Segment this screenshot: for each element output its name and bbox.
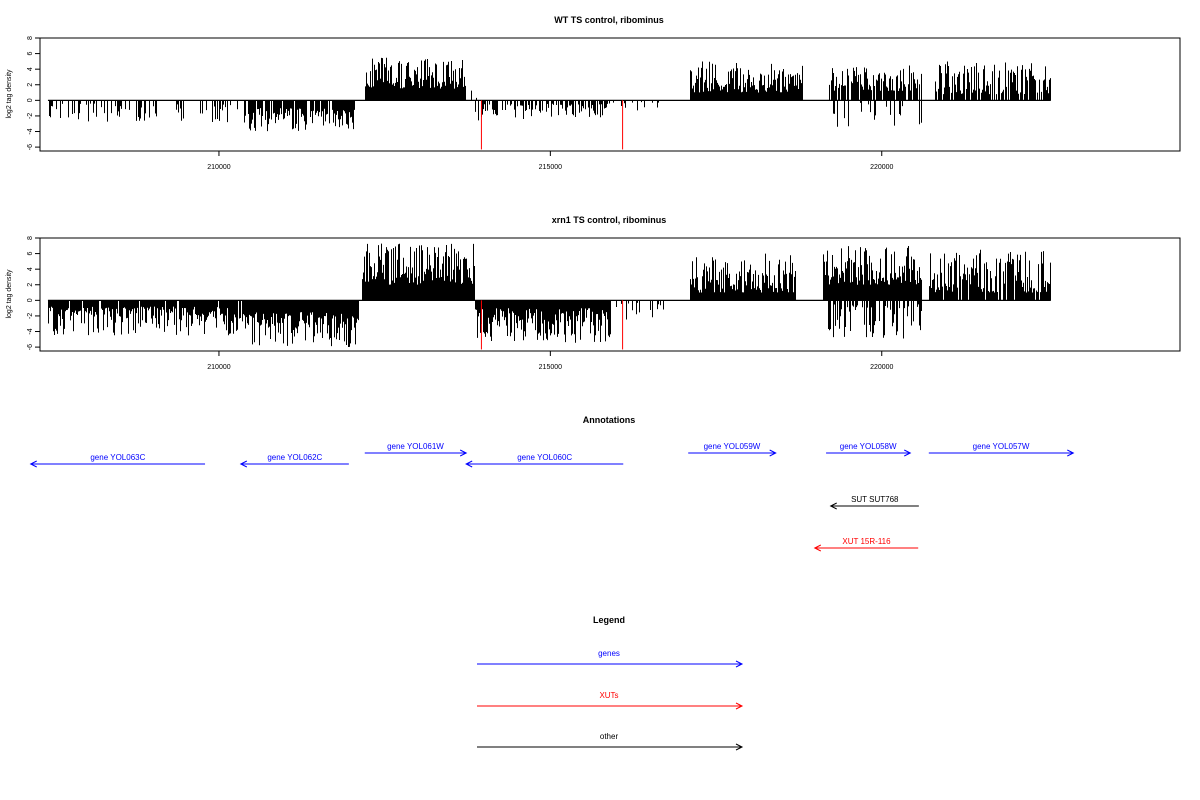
annotation-arrow: XUT 15R-116 xyxy=(813,537,919,552)
xrn1-track-marks xyxy=(47,243,1051,350)
legend-label: genes xyxy=(598,649,620,658)
y-tick-label: -6 xyxy=(27,144,34,150)
wt-track-axes: -6 -4 -2 0 2 4 6 8 210000 215000 220000 xyxy=(27,36,1181,171)
annotation-arrow: SUT SUT768 xyxy=(829,495,919,510)
xrn1-track-panel: xrn1 TS control, ribominus log2 tag dens… xyxy=(6,215,1181,371)
annotation-arrow: gene YOL060C xyxy=(465,453,624,468)
x-tick-label: 220000 xyxy=(870,164,893,171)
wt-track-panel: WT TS control, ribominus log2 tag densit… xyxy=(6,15,1181,171)
legend-title: Legend xyxy=(593,615,625,625)
arrow-head xyxy=(829,502,837,510)
annotation-label: XUT 15R-116 xyxy=(842,537,891,546)
arrow-head xyxy=(735,702,744,710)
xrn1-track-title: xrn1 TS control, ribominus xyxy=(552,215,667,225)
arrow-head xyxy=(769,449,777,457)
y-tick-label: 6 xyxy=(27,52,34,56)
y-tick-label: 0 xyxy=(27,298,34,302)
y-tick-label: -2 xyxy=(27,113,34,119)
x-tick-label: 210000 xyxy=(207,164,230,171)
arrow-head xyxy=(1067,449,1075,457)
y-tick-label: -6 xyxy=(27,344,34,350)
plot-frame xyxy=(39,237,1181,352)
annotation-label: SUT SUT768 xyxy=(851,495,899,504)
annotation-label: gene YOL063C xyxy=(90,453,145,462)
annotation-label: gene YOL062C xyxy=(267,453,322,462)
legend-panel: Legend genes XUTs other xyxy=(477,615,744,751)
wt-y-axis-label: log2 tag density xyxy=(6,69,13,119)
arrow-head xyxy=(29,460,37,468)
x-tick-label: 210000 xyxy=(207,364,230,371)
y-tick-label: -4 xyxy=(27,328,34,334)
annotations-title: Annotations xyxy=(583,415,636,425)
annotation-arrow: gene YOL061W xyxy=(364,442,468,457)
annotation-items: gene YOL063C gene YOL062C gene YOL061W gene… xyxy=(29,442,1075,552)
plot-frame xyxy=(39,37,1181,152)
legend-items: genes XUTs other xyxy=(477,649,744,751)
arrow-head xyxy=(465,460,473,468)
xrn1-track-axes: -6 -4 -2 0 2 4 6 8 210000 215000 220000 xyxy=(27,236,1181,371)
legend-item: XUTs xyxy=(477,691,744,710)
legend-label: other xyxy=(600,732,619,741)
annotation-label: gene YOL059W xyxy=(704,442,761,451)
arrow-head xyxy=(735,743,744,751)
x-tick-label: 215000 xyxy=(539,364,562,371)
y-tick-label: 2 xyxy=(27,283,34,287)
annotation-arrow: gene YOL063C xyxy=(29,453,206,468)
arrow-head xyxy=(459,449,468,457)
y-tick-label: 8 xyxy=(27,236,34,240)
y-tick-label: 4 xyxy=(27,67,34,71)
arrow-head xyxy=(904,449,912,457)
legend-label: XUTs xyxy=(599,691,618,700)
arrow-head xyxy=(239,460,248,468)
xrn1-y-axis-label: log2 tag density xyxy=(6,269,13,319)
y-tick-label: 4 xyxy=(27,267,34,271)
wt-track-title: WT TS control, ribominus xyxy=(554,15,664,25)
wt-track-marks xyxy=(47,57,1051,150)
arrow-head xyxy=(813,544,822,552)
annotation-label: gene YOL060C xyxy=(517,453,572,462)
y-tick-label: 2 xyxy=(27,83,34,87)
legend-item: other xyxy=(477,732,744,751)
y-tick-label: 8 xyxy=(27,36,34,40)
annotation-arrow: gene YOL062C xyxy=(239,453,349,468)
y-tick-label: -4 xyxy=(27,128,34,134)
y-tick-label: 0 xyxy=(27,98,34,102)
y-tick-label: -2 xyxy=(27,313,34,319)
arrow-head xyxy=(735,660,744,668)
legend-item: genes xyxy=(477,649,744,668)
annotations-panel: Annotations gene YOL063C gene YOL062Cgene… xyxy=(29,415,1075,552)
annotation-label: gene YOL058W xyxy=(840,442,897,451)
x-tick-label: 220000 xyxy=(870,364,893,371)
x-tick-label: 215000 xyxy=(539,164,562,171)
y-tick-label: 6 xyxy=(27,252,34,256)
annotation-label: gene YOL061W xyxy=(387,442,444,451)
annotation-arrow: gene YOL059W xyxy=(688,442,777,457)
annotation-arrow: gene YOL057W xyxy=(928,442,1075,457)
annotation-arrow: gene YOL058W xyxy=(826,442,912,457)
annotation-label: gene YOL057W xyxy=(973,442,1030,451)
